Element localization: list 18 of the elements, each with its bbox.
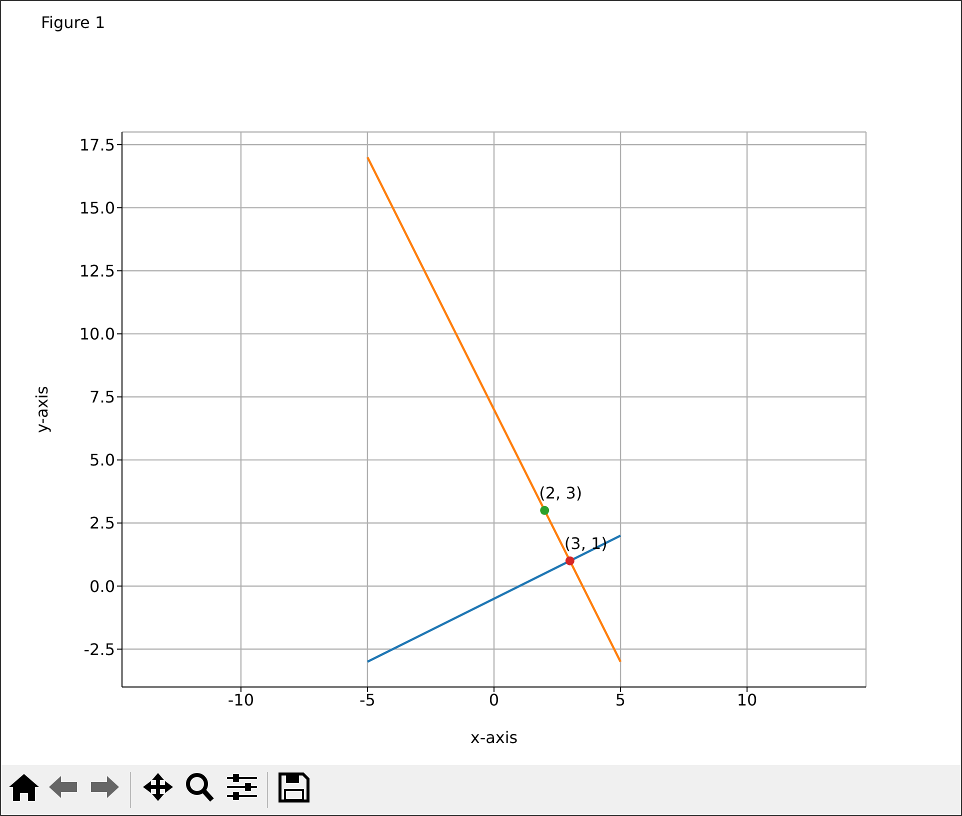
y-tick-label: 5.0: [90, 450, 115, 470]
x-tick-label: -5: [359, 690, 376, 710]
x-axis-title: x-axis: [470, 728, 518, 747]
x-tick-label: 5: [615, 690, 626, 710]
annotation: (2, 3): [539, 483, 582, 502]
y-tick-label: -2.5: [84, 640, 115, 659]
x-tick-label: 10: [736, 690, 758, 710]
y-tick-label: 15.0: [79, 198, 115, 218]
x-tick-label: 0: [488, 690, 500, 710]
y-tick-label: 7.5: [90, 388, 115, 407]
caption: Figure 1: [41, 13, 106, 32]
y-tick-label: 2.5: [90, 514, 115, 533]
y-axis-title: y-axis: [32, 386, 52, 434]
x-tick-label: -10: [228, 690, 254, 710]
y-tick-label: 10.0: [79, 324, 115, 344]
y-tick-label: 12.5: [79, 261, 115, 280]
y-tick-label: 17.5: [79, 135, 115, 154]
y-tick-label: 0.0: [90, 576, 115, 596]
